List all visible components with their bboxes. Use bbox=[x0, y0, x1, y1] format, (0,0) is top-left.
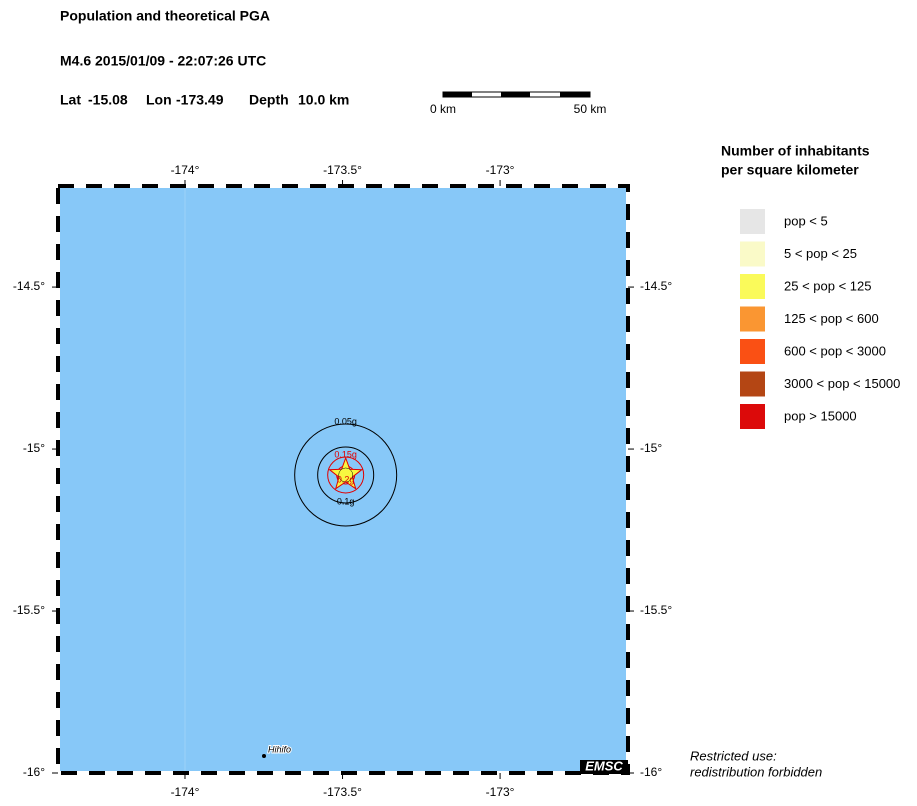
legend-label: 125 < pop < 600 bbox=[784, 311, 879, 326]
lon-label: -173.5° bbox=[323, 163, 362, 177]
notice: redistribution forbidden bbox=[690, 764, 822, 779]
contour-label: 0.2g bbox=[337, 474, 355, 484]
depth-label: Depth bbox=[249, 92, 289, 108]
contour-label: 0.15g bbox=[334, 449, 357, 459]
lat-label: -14.5° bbox=[13, 279, 45, 293]
legend-label: pop < 5 bbox=[784, 213, 828, 228]
contour-label: 0.05g bbox=[334, 416, 357, 426]
lon-label: -174° bbox=[171, 785, 200, 799]
lon-label: -173° bbox=[486, 785, 515, 799]
lon-value: -173.49 bbox=[176, 92, 224, 108]
city-label: Hihifo bbox=[268, 744, 291, 754]
legend-label: 3000 < pop < 15000 bbox=[784, 376, 900, 391]
epicenter-core bbox=[338, 467, 353, 483]
legend-swatch bbox=[740, 404, 765, 429]
event: M4.6 2015/01/09 - 22:07:26 UTC bbox=[60, 53, 266, 69]
depth-value: 10.0 km bbox=[298, 92, 349, 108]
lat-label: -15.5° bbox=[640, 603, 672, 617]
contour-label: 0.1g bbox=[337, 496, 355, 506]
lon-label: -173.5° bbox=[323, 785, 362, 799]
pga-contour bbox=[317, 446, 375, 504]
lat-label: -15° bbox=[640, 441, 662, 455]
legend-title: Number of inhabitants bbox=[721, 143, 870, 159]
scale-end: 50 km bbox=[574, 102, 607, 116]
scale-start: 0 km bbox=[430, 102, 456, 116]
legend-label: 600 < pop < 3000 bbox=[784, 343, 886, 358]
legend-title: per square kilometer bbox=[721, 162, 859, 178]
lon-label: Lon bbox=[146, 92, 172, 108]
legend-swatch bbox=[740, 371, 765, 397]
pga-contour bbox=[294, 423, 398, 527]
lon-label: -173° bbox=[486, 163, 515, 177]
lon-label: -174° bbox=[171, 163, 200, 177]
legend-swatch bbox=[740, 274, 765, 299]
legend-label: pop > 15000 bbox=[784, 408, 857, 423]
legend-swatch bbox=[740, 339, 765, 364]
legend-swatch bbox=[740, 209, 765, 234]
lat-label: -15° bbox=[23, 441, 45, 455]
lat-label: Lat bbox=[60, 92, 81, 108]
credit-box bbox=[580, 760, 628, 774]
notice: Restricted use: bbox=[690, 748, 777, 763]
legend-swatch bbox=[740, 241, 765, 267]
legend-label: 25 < pop < 125 bbox=[784, 278, 871, 293]
credit: EMSC bbox=[585, 758, 623, 773]
legend-label: 5 < pop < 25 bbox=[784, 246, 857, 261]
city-dot bbox=[262, 754, 266, 758]
scale-bar bbox=[442, 91, 591, 98]
title: Population and theoretical PGA bbox=[60, 8, 270, 24]
lat-value: -15.08 bbox=[88, 92, 128, 108]
legend-swatch bbox=[740, 306, 765, 332]
lat-label: -16° bbox=[640, 765, 662, 779]
lat-label: -15.5° bbox=[13, 603, 45, 617]
lat-label: -14.5° bbox=[640, 279, 672, 293]
lat-label: -16° bbox=[23, 765, 45, 779]
